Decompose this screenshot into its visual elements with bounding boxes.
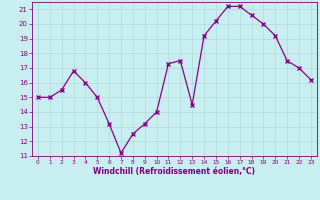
- X-axis label: Windchill (Refroidissement éolien,°C): Windchill (Refroidissement éolien,°C): [93, 167, 255, 176]
